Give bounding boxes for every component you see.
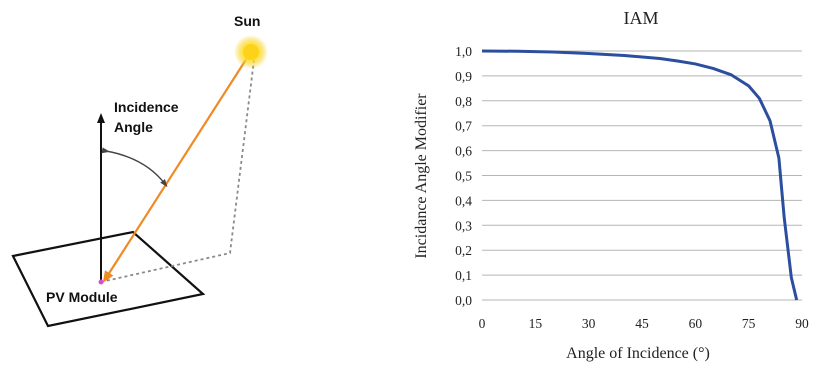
incidence-angle-diagram: Sun Incidence Angle PV Module bbox=[11, 13, 268, 328]
y-tick-label: 0,6 bbox=[455, 144, 472, 159]
x-tick-label: 90 bbox=[795, 316, 809, 331]
x-tick-label: 30 bbox=[582, 316, 596, 331]
iam-chart: IAM 0,0 0,1 0,2 0,3 0,4 0,5 0,6 0,7 0,8 0,9 1,0 0 1… bbox=[413, 8, 809, 362]
y-tick-label: 0,9 bbox=[455, 69, 472, 84]
sun-label: Sun bbox=[234, 13, 260, 29]
y-tick-label: 0,8 bbox=[455, 94, 472, 109]
incidence-angle-arc bbox=[101, 147, 168, 188]
chart-title: IAM bbox=[624, 8, 659, 28]
x-tick-label: 75 bbox=[742, 316, 756, 331]
sun-icon bbox=[234, 35, 268, 69]
incidence-angle-label-line1: Incidence bbox=[114, 99, 179, 115]
y-tick-label: 0,3 bbox=[455, 218, 472, 233]
y-tick-label: 0,4 bbox=[455, 193, 472, 208]
y-tick-label: 0,7 bbox=[455, 119, 472, 134]
pv-module-panel bbox=[11, 230, 206, 328]
sun-ray-arrow bbox=[102, 57, 248, 284]
chart-gridlines bbox=[482, 50, 802, 301]
incidence-angle-label-line2: Angle bbox=[114, 119, 153, 135]
y-tick-label: 0,0 bbox=[455, 293, 472, 308]
y-tick-label: 0,5 bbox=[455, 169, 472, 184]
x-tick-label: 0 bbox=[479, 316, 486, 331]
y-axis-ticks: 0,0 0,1 0,2 0,3 0,4 0,5 0,6 0,7 0,8 0,9 1,0 bbox=[455, 44, 472, 308]
y-tick-label: 1,0 bbox=[455, 44, 472, 59]
y-axis-label: Incidance Angle Modifier bbox=[413, 93, 430, 259]
module-origin-dot bbox=[98, 279, 104, 285]
x-tick-label: 60 bbox=[689, 316, 703, 331]
y-tick-label: 0,1 bbox=[455, 268, 472, 283]
pv-module-label: PV Module bbox=[46, 289, 118, 305]
iam-series-line bbox=[481, 49, 799, 301]
x-axis-ticks: 0 15 30 45 60 75 90 bbox=[479, 316, 809, 331]
x-tick-label: 15 bbox=[529, 316, 543, 331]
x-axis-label: Angle of Incidence (°) bbox=[566, 345, 710, 362]
projection-dotted-line bbox=[100, 59, 255, 283]
y-tick-label: 0,2 bbox=[455, 243, 472, 258]
x-tick-label: 45 bbox=[635, 316, 649, 331]
